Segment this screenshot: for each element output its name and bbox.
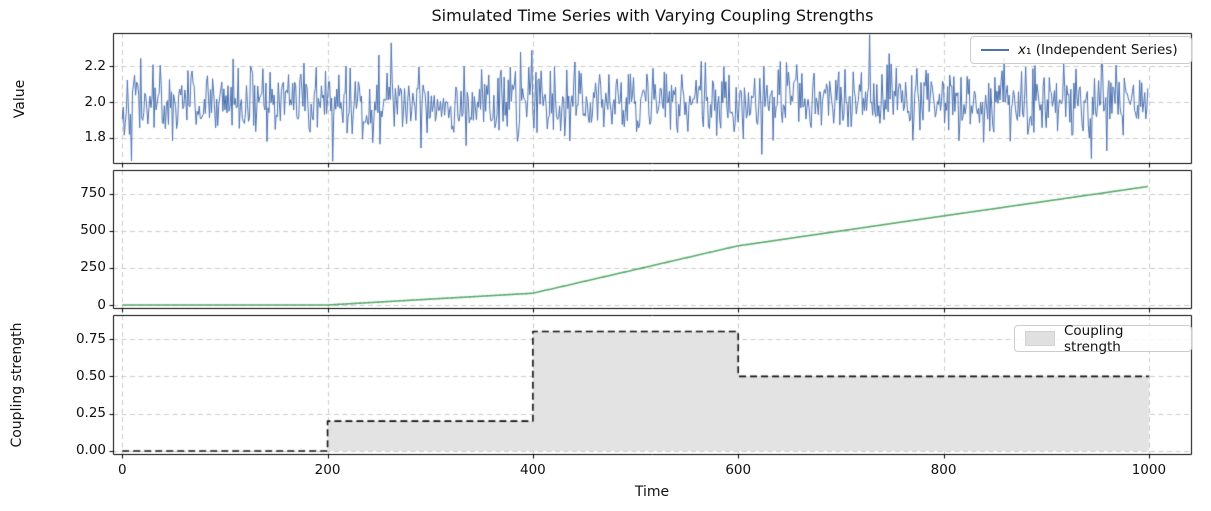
y-axis-label-coupling-strength: Coupling strength [9,322,25,448]
tick-label: 0.00 [75,442,106,459]
y-axis-label-value: Value [12,79,28,119]
chart-title: Simulated Time Series with Varying Coupl… [431,6,874,25]
tick-label: 2.2 [84,57,106,74]
tick-label: 0.25 [75,405,106,422]
tick-label: 750 [80,185,106,202]
tick-label: 250 [80,259,106,276]
tick-label: 1000 [1131,462,1167,478]
tick-label: 800 [930,462,957,478]
tick-label: 0 [97,296,106,313]
legend-patch-sample-icon [1025,331,1055,346]
legend-x1-rest: ₁ (Independent Series) [1026,42,1178,58]
tick-label: 600 [725,462,752,478]
tick-label: 0 [117,462,127,478]
legend-line-sample-icon [981,49,1009,51]
legend-coupling-strength: Coupling strength [1014,322,1192,355]
legend-x1-label: x₁ (Independent Series) [1018,42,1178,58]
tick-label: 1.8 [84,129,106,146]
tick-label: 400 [520,462,546,478]
tick-label: 0.75 [75,330,106,347]
legend-coupling-label: Coupling strength [1064,322,1124,355]
tick-label: 2.0 [84,93,106,110]
legend-x1-variable: x [1018,42,1026,58]
tick-label: 0.50 [75,367,106,384]
x-axis-label-time: Time [634,484,670,500]
tick-label: 200 [314,462,341,478]
legend-x1-series: x₁ (Independent Series) [970,36,1192,64]
tick-label: 500 [80,222,106,239]
